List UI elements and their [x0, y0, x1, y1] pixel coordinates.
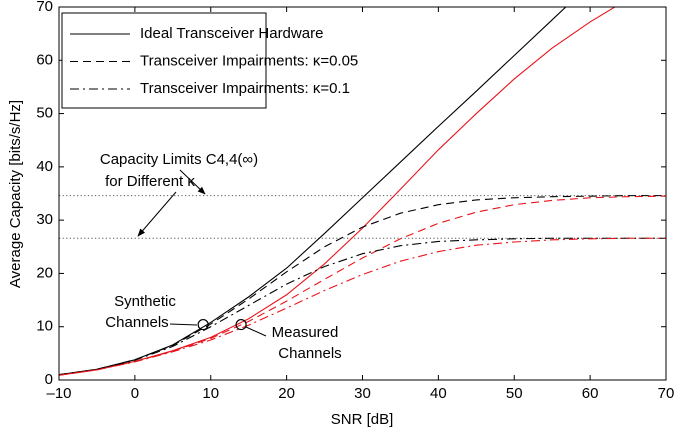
- series-line: [59, 195, 666, 376]
- y-tick-label: 0: [45, 371, 53, 388]
- y-tick-label: 50: [36, 105, 53, 122]
- arrow: [137, 191, 177, 237]
- pointer-line: [245, 326, 267, 337]
- series-line: [59, 7, 616, 376]
- x-tick-label: 10: [202, 385, 219, 402]
- series-line: [59, 195, 666, 376]
- arrow: [179, 169, 206, 195]
- x-tick-label: 40: [430, 385, 447, 402]
- legend-label: Ideal Transceiver Hardware: [140, 25, 323, 42]
- annotation: Channels: [105, 314, 168, 331]
- x-axis-label: SNR [dB]: [331, 411, 394, 428]
- plot-area: [59, 7, 666, 376]
- x-tick-label: 30: [354, 385, 371, 402]
- pointer-line: [169, 323, 198, 326]
- y-axis-label: Average Capacity [bits/s/Hz]: [7, 100, 24, 288]
- annotation: Capacity Limits C4,4(∞): [100, 151, 258, 168]
- x-tick-label: 50: [506, 385, 523, 402]
- annotation: Channels: [278, 345, 341, 362]
- y-tick-label: 70: [36, 0, 53, 15]
- marker: [197, 318, 209, 331]
- series-line: [59, 237, 666, 376]
- legend: [61, 12, 267, 109]
- annotation: Synthetic: [114, 293, 176, 310]
- y-tick-label: 40: [36, 158, 53, 175]
- annotation: for Different κ: [105, 173, 195, 190]
- y-tick-label: 10: [36, 318, 53, 335]
- y-tick-label: 60: [36, 51, 53, 68]
- legend-label: Transceiver Impairments: κ=0.1: [140, 80, 350, 97]
- annotation: Measured: [272, 324, 339, 341]
- y-tick-label: 30: [36, 211, 53, 228]
- marker: [235, 318, 247, 331]
- x-tick-label: –10: [46, 385, 71, 402]
- x-tick-label: 0: [131, 385, 139, 402]
- x-tick-label: 70: [658, 385, 674, 402]
- y-tick-label: 20: [36, 264, 53, 281]
- x-tick-label: 60: [582, 385, 599, 402]
- legend-label: Transceiver Impairments: κ=0.05: [140, 52, 358, 69]
- x-tick-label: 20: [278, 385, 295, 402]
- series-line: [59, 237, 666, 376]
